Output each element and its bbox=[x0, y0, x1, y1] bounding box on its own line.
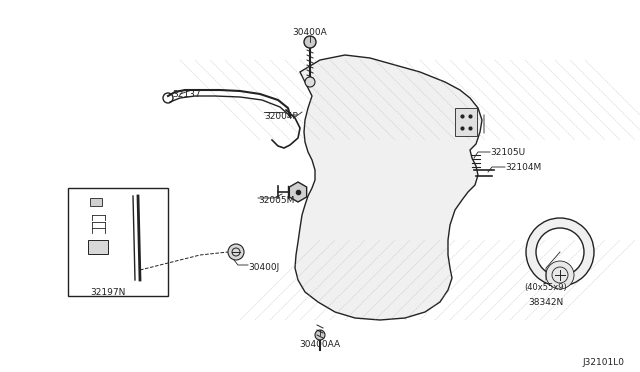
Text: 32004P: 32004P bbox=[264, 112, 298, 121]
Text: (40x55x9): (40x55x9) bbox=[525, 283, 568, 292]
Text: 30400J: 30400J bbox=[248, 263, 279, 272]
Text: 32137: 32137 bbox=[172, 90, 200, 99]
Circle shape bbox=[315, 330, 325, 340]
Text: J32101L0: J32101L0 bbox=[582, 358, 624, 367]
Bar bbox=[90, 198, 102, 206]
Text: 38342N: 38342N bbox=[529, 298, 564, 307]
Text: 32197N: 32197N bbox=[90, 288, 125, 297]
Circle shape bbox=[305, 77, 315, 87]
Text: 30400A: 30400A bbox=[292, 28, 328, 37]
Text: 32005M: 32005M bbox=[258, 196, 294, 205]
Bar bbox=[68, 188, 168, 296]
Circle shape bbox=[304, 36, 316, 48]
Bar bbox=[455, 108, 477, 136]
Circle shape bbox=[546, 261, 574, 289]
Text: 32104M: 32104M bbox=[505, 163, 541, 172]
Circle shape bbox=[228, 244, 244, 260]
Polygon shape bbox=[289, 182, 307, 202]
Text: 32105U: 32105U bbox=[490, 148, 525, 157]
Text: 30400AA: 30400AA bbox=[300, 340, 340, 349]
Polygon shape bbox=[295, 55, 482, 320]
Bar bbox=[88, 240, 108, 254]
